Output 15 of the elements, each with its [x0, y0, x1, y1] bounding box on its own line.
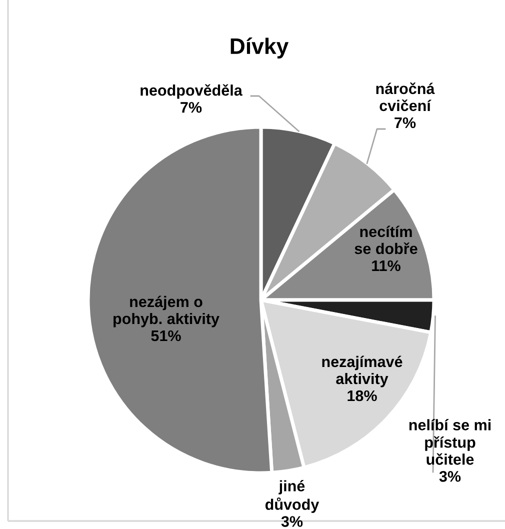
data-label: 7%	[394, 117, 416, 128]
data-label: 11%	[372, 260, 400, 272]
data-label: 18%	[348, 390, 377, 402]
data-label: 51%	[151, 330, 181, 342]
chart-title: Dívky	[230, 38, 289, 58]
data-label: 3%	[439, 471, 461, 482]
slice-label: neodpověděla	[140, 84, 242, 99]
slice-label: náročná cvičení	[376, 82, 435, 112]
slice-label: nezájem o pohyb. aktivity	[114, 296, 220, 328]
slice-label: nezajímavé aktivity	[322, 356, 402, 388]
slice-label: nelíbí se mi přístup učitele	[409, 419, 491, 465]
data-label: 3%	[281, 516, 303, 527]
slice-label: necítím se dobře	[354, 226, 418, 254]
data-label: 7%	[180, 102, 202, 113]
slice-label: jiné důvody	[265, 480, 320, 513]
